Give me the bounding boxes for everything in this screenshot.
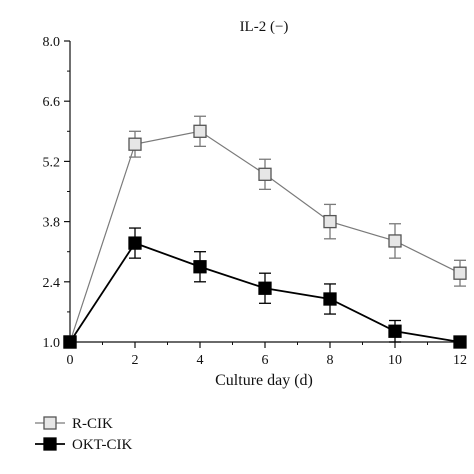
chart-title: IL-2 (−)	[240, 19, 289, 35]
legend-label: OKT-CIK	[72, 437, 132, 453]
legend-marker	[43, 416, 57, 430]
data-point	[63, 335, 77, 349]
x-tick-label: 0	[67, 353, 74, 368]
x-tick-label: 12	[453, 353, 467, 368]
data-point	[388, 234, 402, 248]
axes	[64, 40, 461, 348]
x-tick-label: 8	[327, 353, 334, 368]
data-point	[453, 335, 467, 349]
data-point	[388, 324, 402, 338]
x-tick-label: 10	[388, 353, 402, 368]
legend-label: R-CIK	[72, 416, 113, 432]
x-axis-label: Culture day (d)	[215, 372, 313, 389]
y-tick-label: 8.0	[43, 35, 61, 50]
data-point	[323, 214, 337, 229]
data-point	[323, 292, 337, 306]
series-layer	[63, 115, 467, 349]
data-point	[193, 124, 207, 138]
y-tick-labels: 1.0 2.4 3.8 5.2 6.6 8.0	[43, 35, 61, 351]
y-tick-label: 6.6	[43, 95, 61, 110]
series-okt-cik	[63, 227, 467, 349]
data-point	[258, 167, 272, 181]
legend-marker	[43, 437, 57, 451]
data-point	[193, 260, 207, 274]
x-tick-label: 4	[197, 353, 204, 368]
data-point	[453, 266, 467, 280]
y-tick-label: 5.2	[43, 155, 61, 170]
x-tick-label: 2	[132, 353, 139, 368]
data-point	[128, 236, 142, 250]
y-tick-label: 2.4	[43, 276, 61, 291]
legend: R-CIK OKT-CIK	[35, 416, 132, 453]
data-point	[258, 281, 272, 295]
y-tick-label: 1.0	[43, 336, 61, 351]
x-tick-labels: 0 2 4 6 8 10 12	[67, 353, 468, 368]
data-point	[128, 137, 142, 151]
series-r-cik	[63, 115, 467, 349]
x-tick-label: 6	[262, 353, 269, 368]
y-tick-label: 3.8	[43, 216, 61, 231]
